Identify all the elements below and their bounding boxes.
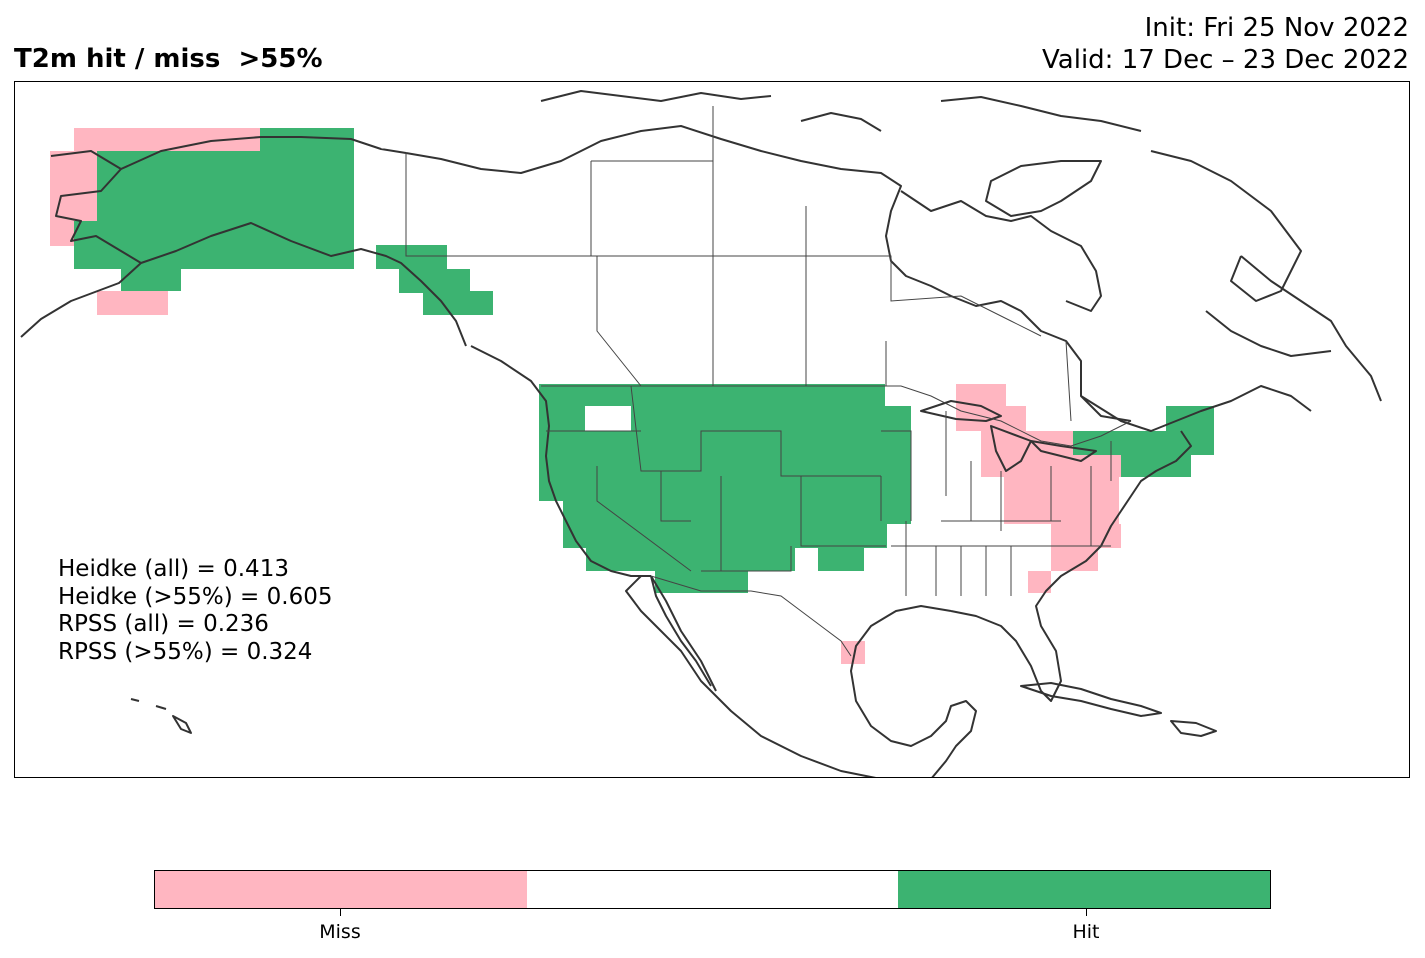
skill-scores: Heidke (all) = 0.413 Heidke (>55%) = 0.6…: [58, 556, 332, 666]
score-rpss-all: RPSS (all) = 0.236: [58, 611, 269, 637]
colorbar-tick-hit: [1086, 909, 1087, 916]
hit-cell: [563, 501, 911, 524]
canada-us-border: [405, 153, 1132, 447]
coastline-hawaii: [130, 698, 192, 734]
map-panel: [14, 81, 1410, 778]
miss-cell: [1051, 548, 1098, 571]
score-heidke-55: Heidke (>55%) = 0.605: [58, 583, 333, 610]
score-heidke-all: Heidke (all) = 0.413: [58, 556, 289, 582]
hit-cell: [74, 221, 354, 269]
hit-cell: [539, 431, 911, 501]
hit-cell: [399, 269, 470, 293]
miss-cell: [50, 221, 75, 246]
score-rpss-55: RPSS (>55%) = 0.324: [58, 638, 313, 665]
hit-cell: [121, 269, 181, 291]
coastline-arctic-islands: [540, 90, 1302, 302]
miss-cell: [956, 384, 1006, 406]
miss-cell: [841, 641, 865, 664]
us-state-borders: [546, 385, 1112, 596]
hit-cell: [260, 128, 354, 153]
coastlines: [20, 90, 1382, 777]
colorbar-neutral-segment: [526, 871, 899, 908]
hit-cell: [1121, 455, 1191, 477]
coastline-baja: [650, 575, 712, 687]
colorbar-hit-segment: [898, 871, 1271, 908]
verification-cells: [50, 128, 1214, 664]
coastline-gulf: [850, 605, 977, 777]
hit-cell: [655, 571, 748, 593]
north-america-map: [20, 90, 1382, 777]
coastline-alaska: [20, 136, 467, 347]
coastline-us-west: [470, 345, 877, 777]
political-borders: [405, 106, 1132, 657]
coastline-us-east: [950, 430, 1192, 702]
coastline-labrador: [1080, 255, 1382, 432]
miss-cell: [1004, 477, 1119, 500]
colorbar: [154, 870, 1271, 909]
map-title: T2m hit / miss >55%: [14, 44, 323, 74]
hit-cell: [563, 524, 887, 548]
miss-cell: [1004, 500, 1119, 524]
coastline-canada-north: [405, 125, 1132, 422]
coastline-hudson-bay: [900, 190, 1102, 312]
hit-cell: [818, 548, 864, 571]
miss-cell: [97, 291, 168, 315]
hit-cell: [539, 384, 885, 406]
hit-cell: [586, 548, 795, 571]
us-mexico-border: [650, 575, 852, 657]
colorbar-miss-segment: [155, 871, 527, 908]
canada-province-borders: [590, 106, 1072, 422]
colorbar-label-miss: Miss: [319, 921, 361, 943]
init-date: Init: Fri 25 Nov 2022: [1144, 13, 1409, 43]
hit-cell: [539, 406, 585, 431]
colorbar-tick-miss: [340, 909, 341, 916]
forecast-dates: Init: Fri 25 Nov 2022 Valid: 17 Dec – 23…: [1042, 12, 1409, 76]
hit-cell: [97, 151, 354, 221]
valid-range: Valid: 17 Dec – 23 Dec 2022: [1042, 45, 1409, 75]
miss-cell: [1028, 571, 1051, 593]
colorbar-label-hit: Hit: [1072, 921, 1100, 943]
coastline-cuba: [1020, 682, 1217, 737]
great-lakes: [920, 400, 1097, 472]
